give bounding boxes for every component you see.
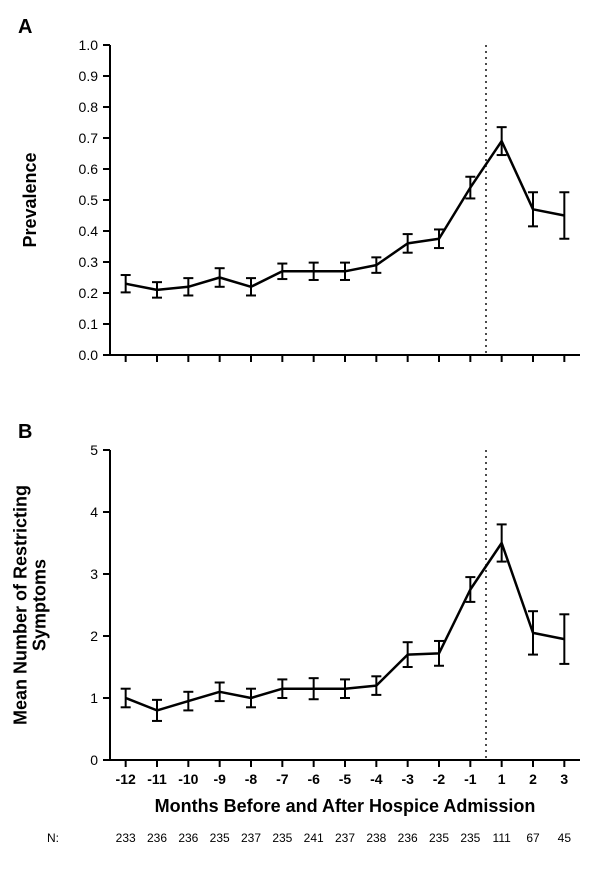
y-tick-label: 1.0 [79, 37, 99, 53]
x-tick-label: -3 [401, 771, 414, 787]
x-tick-label: 2 [529, 771, 537, 787]
n-row-value: 233 [116, 831, 136, 845]
y-tick-label: 0.1 [79, 316, 99, 332]
y-tick-label: 1 [90, 690, 98, 706]
x-tick-label: -4 [370, 771, 383, 787]
n-row-value: 237 [241, 831, 261, 845]
n-row-value: 235 [272, 831, 292, 845]
y-axis-title: Prevalence [20, 152, 40, 247]
n-row-value: 236 [178, 831, 198, 845]
n-row-value: 235 [210, 831, 230, 845]
n-row-value: 241 [304, 831, 324, 845]
n-row-label: N: [47, 831, 59, 845]
x-tick-label: -8 [245, 771, 258, 787]
y-tick-label: 0.7 [79, 130, 99, 146]
y-tick-label: 3 [90, 566, 98, 582]
y-tick-label: 4 [90, 504, 98, 520]
y-tick-label: 5 [90, 442, 98, 458]
y-tick-label: 0.0 [79, 347, 99, 363]
y-tick-label: 0.6 [79, 161, 99, 177]
figure-root: A 0.0 0.1 0.2 0.3 0.4 0.5 0.6 0.7 0.8 0.9 1.0 Preval… [0, 0, 602, 882]
y-tick-label: 0.8 [79, 99, 99, 115]
y-tick-label: 0.9 [79, 68, 99, 84]
y-tick-label: 0.4 [79, 223, 99, 239]
y-tick-label: 0 [90, 752, 98, 768]
x-tick-label: -5 [339, 771, 352, 787]
x-tick-label: 1 [498, 771, 506, 787]
n-row-value: 235 [460, 831, 480, 845]
y-tick-label: 0.2 [79, 285, 99, 301]
x-tick-label: -7 [276, 771, 289, 787]
x-tick-label: -6 [307, 771, 320, 787]
n-row-value: 237 [335, 831, 355, 845]
y-tick-label: 2 [90, 628, 98, 644]
x-axis-title: Months Before and After Hospice Admissio… [155, 796, 536, 816]
n-row-value: 238 [366, 831, 386, 845]
figure-svg: A 0.0 0.1 0.2 0.3 0.4 0.5 0.6 0.7 0.8 0.9 1.0 Preval… [0, 0, 602, 882]
n-row-value: 111 [493, 831, 512, 845]
x-tick-label: -12 [116, 771, 136, 787]
y-tick-label: 0.3 [79, 254, 99, 270]
x-tick-label: 3 [560, 771, 568, 787]
x-tick-label: -9 [213, 771, 226, 787]
y-axis-title: Mean Number of Restricting [11, 485, 31, 725]
panel-letter: A [18, 16, 32, 38]
n-row-value: 235 [429, 831, 449, 845]
n-row-value: 67 [526, 831, 540, 845]
n-row-value: 45 [558, 831, 572, 845]
n-row-value: 236 [147, 831, 167, 845]
x-tick-label: -2 [433, 771, 446, 787]
y-axis-title: Symptoms [29, 559, 49, 651]
x-tick-label: -10 [178, 771, 198, 787]
x-tick-label: -11 [147, 771, 167, 787]
y-tick-label: 0.5 [79, 192, 99, 208]
panel-letter: B [18, 421, 32, 443]
n-row-value: 236 [398, 831, 418, 845]
x-tick-label: -1 [464, 771, 477, 787]
